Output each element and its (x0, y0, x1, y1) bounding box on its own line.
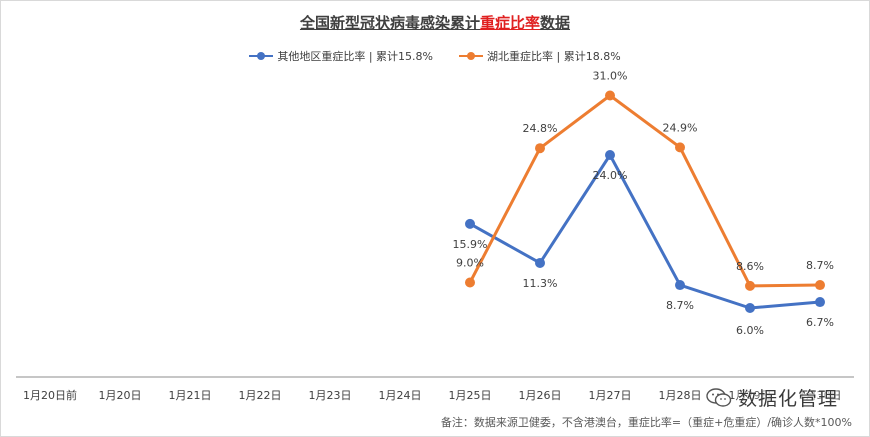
data-point (465, 218, 475, 229)
x-tick-label: 1月20日前 (23, 388, 77, 402)
x-tick-label: 1月27日 (589, 389, 632, 402)
x-tick-label: 1月21日 (169, 389, 212, 402)
legend-item-hubei: 湖北重症比率 | 累计18.8% (459, 48, 621, 64)
chart-legend: 其他地区重症比率 | 累计15.8% 湖北重症比率 | 累计18.8% (0, 48, 870, 64)
data-label: 24.8% (523, 122, 558, 135)
data-point (605, 150, 615, 160)
x-tick-label: 1月24日 (379, 389, 422, 402)
wechat-icon (706, 387, 732, 407)
data-label: 8.7% (806, 259, 834, 272)
legend-swatch-hubei (459, 51, 483, 61)
data-point (535, 143, 545, 154)
data-label: 15.9% (453, 238, 488, 251)
data-point (605, 90, 615, 101)
x-tick-label: 1月23日 (309, 389, 352, 402)
data-label: 6.0% (736, 324, 764, 337)
data-label: 8.7% (666, 299, 694, 312)
data-point (815, 280, 825, 291)
series-line (468, 94, 821, 288)
chart-title: 全国新型冠状病毒感染累计重症比率数据 (0, 12, 870, 33)
legend-label-other: 其他地区重症比率 | 累计15.8% (277, 50, 433, 63)
data-label: 24.9% (663, 121, 698, 134)
watermark: 数据化管理 (706, 384, 838, 411)
data-label: 24.0% (593, 169, 628, 182)
title-part2: 数据 (540, 14, 571, 32)
data-point (675, 280, 685, 291)
data-point (535, 257, 545, 268)
title-highlight: 重症比率 (479, 14, 540, 32)
footnote: 备注：数据来源卫健委，不含港澳台，重症比率=（重症+危重症）/确诊人数*100% (440, 416, 852, 429)
x-tick-label: 1月29日 (729, 389, 772, 402)
legend-item-other: 其他地区重症比率 | 累计15.8% (249, 48, 433, 64)
data-point (745, 280, 755, 291)
x-tick-label: 1月26日 (519, 389, 562, 402)
x-tick-label: 1月20日 (99, 389, 142, 402)
data-label: 11.3% (523, 277, 558, 290)
legend-label-hubei: 湖北重症比率 | 累计18.8% (487, 50, 621, 63)
data-label: 8.6% (736, 260, 764, 273)
x-tick-label: 1月30日 (799, 389, 842, 402)
series-line (469, 153, 821, 310)
data-label: 6.7% (806, 316, 834, 329)
watermark-text: 数据化管理 (738, 388, 839, 410)
x-tick-label: 1月22日 (239, 389, 282, 402)
data-point (815, 297, 825, 308)
data-label: 31.0% (593, 70, 628, 83)
legend-swatch-other (249, 51, 274, 61)
title-part1: 全国新型冠状病毒感染累计 (299, 14, 480, 32)
data-point (675, 142, 685, 153)
x-tick-label: 1月25日 (449, 389, 492, 402)
data-point (465, 277, 475, 288)
x-tick-label: 1月28日 (659, 389, 702, 402)
data-point (745, 303, 755, 313)
data-label: 9.0% (456, 257, 484, 270)
